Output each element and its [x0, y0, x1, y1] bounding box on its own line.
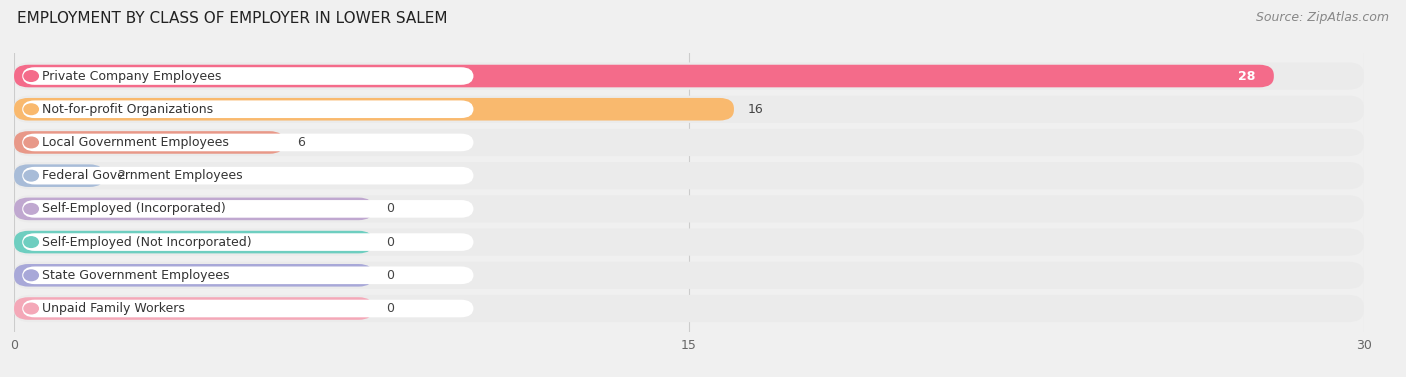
FancyBboxPatch shape: [14, 264, 373, 287]
FancyBboxPatch shape: [14, 162, 1364, 189]
FancyBboxPatch shape: [14, 63, 1364, 90]
Text: EMPLOYMENT BY CLASS OF EMPLOYER IN LOWER SALEM: EMPLOYMENT BY CLASS OF EMPLOYER IN LOWER…: [17, 11, 447, 26]
Text: 0: 0: [387, 202, 395, 215]
Text: Self-Employed (Not Incorporated): Self-Employed (Not Incorporated): [42, 236, 252, 248]
Text: Private Company Employees: Private Company Employees: [42, 69, 221, 83]
FancyBboxPatch shape: [22, 133, 474, 151]
Circle shape: [24, 170, 38, 181]
Text: State Government Employees: State Government Employees: [42, 269, 229, 282]
Circle shape: [24, 137, 38, 148]
Circle shape: [24, 204, 38, 214]
FancyBboxPatch shape: [14, 198, 373, 220]
Text: Not-for-profit Organizations: Not-for-profit Organizations: [42, 103, 214, 116]
FancyBboxPatch shape: [22, 300, 474, 317]
FancyBboxPatch shape: [14, 164, 104, 187]
FancyBboxPatch shape: [22, 200, 474, 218]
FancyBboxPatch shape: [14, 195, 1364, 222]
FancyBboxPatch shape: [22, 100, 474, 118]
Text: 0: 0: [387, 302, 395, 315]
Circle shape: [24, 270, 38, 280]
Text: Federal Government Employees: Federal Government Employees: [42, 169, 243, 182]
FancyBboxPatch shape: [14, 231, 373, 253]
Text: 28: 28: [1239, 69, 1256, 83]
FancyBboxPatch shape: [14, 262, 1364, 289]
FancyBboxPatch shape: [22, 267, 474, 284]
Text: Source: ZipAtlas.com: Source: ZipAtlas.com: [1256, 11, 1389, 24]
Circle shape: [24, 104, 38, 115]
FancyBboxPatch shape: [14, 96, 1364, 123]
Text: 16: 16: [748, 103, 763, 116]
Text: Local Government Employees: Local Government Employees: [42, 136, 229, 149]
FancyBboxPatch shape: [22, 167, 474, 184]
FancyBboxPatch shape: [14, 295, 1364, 322]
FancyBboxPatch shape: [14, 131, 284, 154]
Circle shape: [24, 303, 38, 314]
Text: 2: 2: [118, 169, 125, 182]
FancyBboxPatch shape: [22, 233, 474, 251]
FancyBboxPatch shape: [14, 129, 1364, 156]
Text: Unpaid Family Workers: Unpaid Family Workers: [42, 302, 184, 315]
Text: Self-Employed (Incorporated): Self-Employed (Incorporated): [42, 202, 226, 215]
FancyBboxPatch shape: [14, 98, 734, 121]
FancyBboxPatch shape: [14, 65, 1274, 87]
FancyBboxPatch shape: [14, 228, 1364, 256]
FancyBboxPatch shape: [22, 67, 474, 85]
Text: 6: 6: [298, 136, 305, 149]
FancyBboxPatch shape: [14, 297, 373, 320]
Text: 0: 0: [387, 269, 395, 282]
Text: 0: 0: [387, 236, 395, 248]
Circle shape: [24, 71, 38, 81]
Circle shape: [24, 237, 38, 247]
